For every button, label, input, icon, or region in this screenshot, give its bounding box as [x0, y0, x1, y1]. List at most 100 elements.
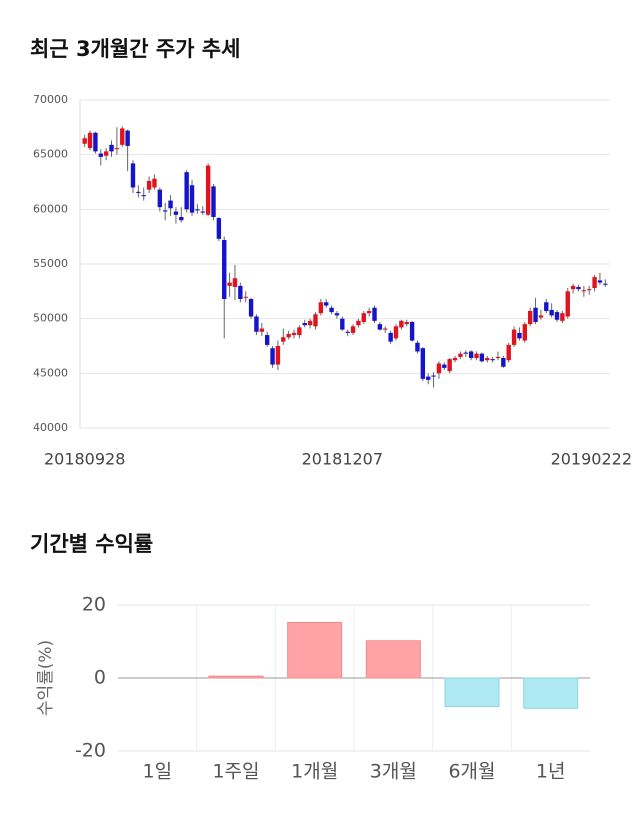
candle-body	[232, 278, 238, 287]
x-tick-label: 6개월	[448, 761, 495, 783]
candle-body	[297, 327, 302, 336]
candle-body	[468, 351, 474, 359]
candle-body	[211, 186, 216, 217]
candle-body	[205, 165, 211, 215]
x-tick-label: 1일	[143, 761, 173, 783]
candle-body	[587, 289, 592, 291]
candle-body	[356, 320, 361, 326]
candle-body	[157, 189, 163, 208]
y-tick-label: 70000	[33, 93, 68, 106]
candle-body	[168, 200, 173, 209]
y-axis-label: 수익률(%)	[36, 640, 56, 716]
candle-body	[544, 302, 549, 312]
candle-body	[114, 148, 120, 150]
candle-body	[302, 323, 307, 326]
candle-body	[474, 353, 479, 359]
candle-body	[189, 185, 195, 213]
candle-body	[136, 191, 141, 193]
y-tick-label: 50000	[33, 312, 68, 325]
candle-body	[372, 307, 377, 321]
candle-body	[152, 178, 157, 188]
x-tick-label: 1주일	[212, 761, 259, 783]
candle-body	[361, 313, 366, 322]
candle-body	[490, 359, 495, 361]
candle-body	[565, 291, 570, 317]
candle-body	[216, 218, 222, 239]
candle-body	[93, 132, 98, 152]
chart-title: 최근 3개월간 주가 추세	[30, 37, 240, 61]
candle-body	[141, 195, 146, 197]
candle-body	[130, 163, 136, 188]
candle-body	[98, 153, 103, 157]
candle-body	[173, 211, 179, 215]
chart-title: 기간별 수익률	[30, 532, 153, 556]
candle-body	[431, 375, 436, 377]
candle-body	[538, 315, 544, 318]
candle-body	[479, 353, 485, 362]
candle-body	[125, 130, 130, 146]
candle-body	[506, 344, 511, 361]
y-tick-label: 45000	[33, 366, 68, 379]
bar	[208, 675, 264, 679]
candle-body	[522, 324, 528, 341]
x-tick-label: 3개월	[370, 761, 417, 783]
candle-body	[399, 320, 404, 328]
candle-body	[447, 359, 452, 372]
candle-body	[463, 352, 468, 354]
candle-body	[592, 277, 597, 289]
bar	[365, 640, 421, 679]
candle-body	[576, 286, 581, 290]
candle-body	[146, 180, 152, 190]
bar	[444, 677, 500, 707]
candle-body	[533, 307, 538, 322]
candle-body	[313, 314, 318, 327]
candle-body	[103, 151, 109, 156]
candle-body	[286, 333, 291, 338]
candle-body	[259, 328, 265, 332]
candle-body	[511, 329, 517, 345]
candle-body	[501, 358, 506, 367]
candle-body	[458, 353, 463, 357]
candle-body	[393, 326, 399, 339]
candle-body	[318, 302, 324, 314]
candle-body	[581, 290, 587, 292]
candle-body	[82, 138, 87, 144]
y-tick-label: 0	[94, 667, 106, 689]
x-tick-label: 20181207	[302, 450, 383, 469]
candle-body	[436, 363, 442, 374]
candle-body	[184, 172, 189, 210]
candle-body	[388, 332, 393, 342]
y-tick-label: 40000	[33, 421, 68, 434]
candle-body	[281, 337, 286, 342]
candle-body	[275, 346, 281, 365]
y-tick-label: 55000	[33, 257, 68, 270]
candle-body	[350, 326, 356, 333]
x-tick-label: 1개월	[291, 761, 338, 783]
candle-body	[366, 311, 372, 314]
candle-body	[517, 332, 522, 339]
candle-body	[404, 321, 409, 325]
candle-body	[420, 348, 426, 379]
candle-body	[554, 312, 560, 320]
candle-body	[415, 342, 420, 352]
y-tick-label: 65000	[33, 148, 68, 161]
candle-body	[87, 132, 93, 149]
bar	[287, 622, 343, 679]
candle-body	[254, 316, 259, 332]
candle-body	[334, 313, 340, 316]
candle-body	[442, 364, 447, 368]
candle-body	[291, 332, 297, 336]
candle-body	[340, 318, 345, 330]
y-tick-label: -20	[75, 740, 106, 762]
candle-body	[227, 282, 232, 286]
candle-body	[570, 285, 576, 290]
candle-body	[485, 358, 490, 361]
candle-body	[329, 307, 334, 313]
candle-body	[560, 313, 565, 321]
y-tick-label: 20	[82, 594, 106, 616]
candle-body	[222, 239, 227, 299]
candle-body	[238, 285, 243, 299]
x-tick-label: 1년	[536, 761, 566, 783]
candle-body	[307, 320, 313, 326]
